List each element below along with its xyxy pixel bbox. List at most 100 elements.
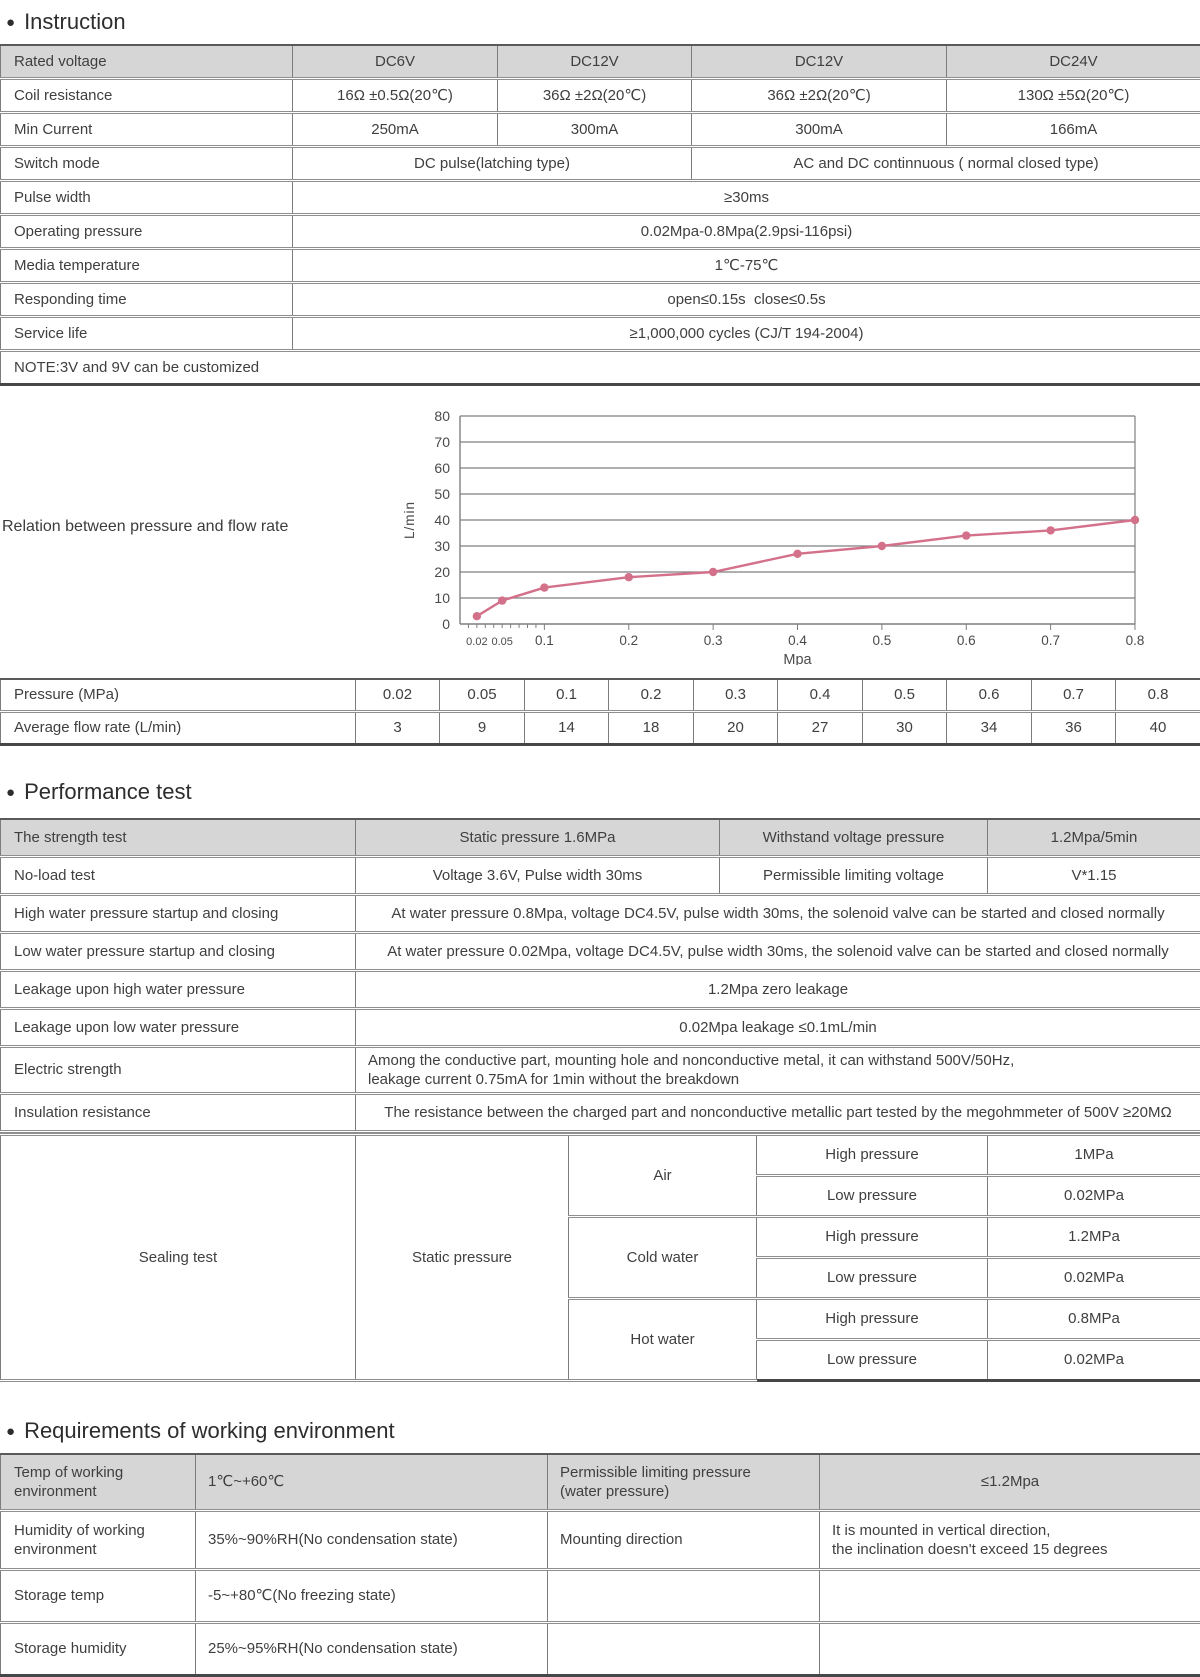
row-label: Low water pressure startup and closing (1, 933, 356, 971)
x-axis-label: Mpa (783, 652, 812, 665)
row-value: DC24V (947, 45, 1200, 79)
row-label: Storage humidity (1, 1623, 196, 1676)
pressure-cell: 0.2 (609, 679, 694, 712)
value-line: It is mounted in vertical direction, (832, 1521, 1192, 1541)
flow-cell: 30 (863, 712, 947, 745)
x-tick-label: 0.6 (957, 633, 976, 648)
row-value: 0.02Mpa-0.8Mpa(2.9psi-116psi) (293, 215, 1200, 249)
row-value: 1.2Mpa/5min (988, 819, 1200, 857)
data-point (625, 573, 633, 581)
pressure-value: 0.02MPa (988, 1176, 1200, 1217)
row-value: 130Ω ±5Ω(20℃) (947, 79, 1200, 113)
row-value: 36Ω ±2Ω(20℃) (498, 79, 692, 113)
table-row: The strength test Static pressure 1.6MPa… (1, 819, 1200, 857)
value-line: leakage current 0.75mA for 1min without … (368, 1070, 1192, 1090)
table-row: Temp of working environment 1℃~+60℃ Perm… (1, 1454, 1200, 1511)
row-label: Temp of working environment (1, 1454, 196, 1511)
data-point (540, 583, 548, 591)
row-label: Responding time (1, 283, 293, 317)
table-row: Pressure (MPa) 0.02 0.05 0.1 0.2 0.3 0.4… (1, 679, 1200, 712)
row-label: Electric strength (1, 1047, 356, 1094)
row-value: 166mA (947, 113, 1200, 147)
y-tick-label: 20 (434, 564, 450, 580)
pressure-value: 1MPa (988, 1135, 1200, 1176)
y-tick-label: 0 (442, 616, 450, 632)
table-row: Rated voltage DC6V DC12V DC12V DC24V (1, 45, 1200, 79)
row-label: No-load test (1, 857, 356, 895)
pressure-cell: 0.3 (694, 679, 778, 712)
row-label: Pulse width (1, 181, 293, 215)
y-tick-label: 40 (434, 512, 450, 528)
section-title: Performance test (24, 779, 192, 805)
x-tick-label: 0.02 (466, 636, 487, 648)
media-label: Cold water (569, 1217, 757, 1299)
table-row: NOTE:3V and 9V can be customized (1, 351, 1200, 385)
x-tick-label: 0.3 (704, 633, 723, 648)
table-row: Leakage upon low water pressure 0.02Mpa … (1, 1009, 1200, 1047)
table-row: Media temperature 1℃-75℃ (1, 249, 1200, 283)
row-value: The resistance between the charged part … (356, 1094, 1200, 1132)
section-title: Instruction (24, 9, 126, 35)
section-heading-performance: ● Performance test (0, 779, 1200, 805)
value-line: Among the conductive part, mounting hole… (368, 1051, 1192, 1071)
row-label: Service life (1, 317, 293, 351)
table-row: Min Current 250mA 300mA 300mA 166mA (1, 113, 1200, 147)
data-point (709, 568, 717, 576)
bullet-icon: ● (6, 785, 15, 800)
row-value: Withstand voltage pressure (720, 819, 988, 857)
pressure-cell: 0.02 (356, 679, 440, 712)
instruction-table: Rated voltage DC6V DC12V DC12V DC24V Coi… (0, 44, 1200, 386)
row-label: Insulation resistance (1, 1094, 356, 1132)
x-tick-label: 0.1 (535, 633, 554, 648)
pressure-cell: 0.8 (1116, 679, 1200, 712)
pressure-cell: 0.5 (863, 679, 947, 712)
pressure-value: 0.02MPa (988, 1340, 1200, 1381)
row-value: At water pressure 0.8Mpa, voltage DC4.5V… (356, 895, 1200, 933)
row-value: ≥30ms (293, 181, 1200, 215)
table-row: Pulse width ≥30ms (1, 181, 1200, 215)
row-value: ≥1,000,000 cycles (CJ/T 194-2004) (293, 317, 1200, 351)
table-row: Insulation resistance The resistance bet… (1, 1094, 1200, 1132)
row-label: Pressure (MPa) (1, 679, 356, 712)
flow-cell: 9 (440, 712, 525, 745)
row-value: Permissible limiting voltage (720, 857, 988, 895)
row-label: Switch mode (1, 147, 293, 181)
y-tick-label: 30 (434, 538, 450, 554)
value-line: (water pressure) (560, 1482, 811, 1502)
x-tick-label: 0.5 (872, 633, 891, 648)
flow-cell: 20 (694, 712, 778, 745)
row-value: ≤1.2Mpa (820, 1454, 1200, 1511)
x-tick-label: 0.05 (491, 636, 512, 648)
flow-cell: 36 (1032, 712, 1116, 745)
row-value: DC12V (498, 45, 692, 79)
chart-caption: Relation between pressure and flow rate (2, 518, 288, 536)
flow-cell: 3 (356, 712, 440, 745)
data-point (1046, 526, 1054, 534)
row-value: 36Ω ±2Ω(20℃) (692, 79, 947, 113)
flow-cell: 27 (778, 712, 863, 745)
pressure-value: 0.8MPa (988, 1299, 1200, 1340)
row-label: Leakage upon low water pressure (1, 1009, 356, 1047)
row-label: Leakage upon high water pressure (1, 971, 356, 1009)
media-label: Air (569, 1135, 757, 1217)
row-value-empty (820, 1623, 1200, 1676)
y-tick-label: 60 (434, 460, 450, 476)
row-value: 300mA (498, 113, 692, 147)
row-value: 1℃-75℃ (293, 249, 1200, 283)
y-tick-label: 70 (434, 434, 450, 450)
data-point (1131, 516, 1139, 524)
row-label: Average flow rate (L/min) (1, 712, 356, 745)
x-tick-label: 0.2 (619, 633, 638, 648)
pressure-cell: 0.05 (440, 679, 525, 712)
table-row: Switch mode DC pulse(latching type) AC a… (1, 147, 1200, 181)
table-row: Storage temp -5~+80℃(No freezing state) (1, 1570, 1200, 1623)
row-value: 25%~95%RH(No condensation state) (196, 1623, 548, 1676)
row-value: Voltage 3.6V, Pulse width 30ms (356, 857, 720, 895)
note-row: NOTE:3V and 9V can be customized (1, 351, 1200, 385)
table-row: Electric strength Among the conductive p… (1, 1047, 1200, 1094)
environment-table: Temp of working environment 1℃~+60℃ Perm… (0, 1453, 1200, 1677)
row-label: Rated voltage (1, 45, 293, 79)
row-value: At water pressure 0.02Mpa, voltage DC4.5… (356, 933, 1200, 971)
sealing-test-table: Sealing test Static pressure Air High pr… (0, 1133, 1200, 1382)
row-label: High water pressure startup and closing (1, 895, 356, 933)
